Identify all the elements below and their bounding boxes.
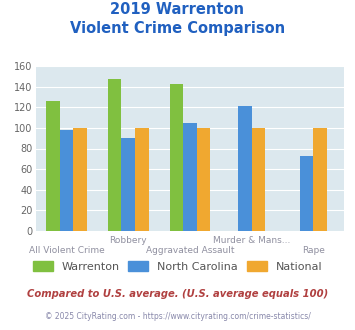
Text: © 2025 CityRating.com - https://www.cityrating.com/crime-statistics/: © 2025 CityRating.com - https://www.city…	[45, 312, 310, 321]
Text: All Violent Crime: All Violent Crime	[28, 246, 104, 255]
Bar	[170, 83, 183, 231]
Legend: Warrenton, North Carolina, National: Warrenton, North Carolina, National	[33, 261, 322, 272]
Bar	[46, 101, 60, 231]
Text: Compared to U.S. average. (U.S. average equals 100): Compared to U.S. average. (U.S. average …	[27, 289, 328, 299]
Bar	[121, 138, 135, 231]
Bar	[60, 130, 73, 231]
Bar	[313, 128, 327, 231]
Bar	[108, 80, 121, 231]
Text: Violent Crime Comparison: Violent Crime Comparison	[70, 21, 285, 36]
Bar	[135, 128, 148, 231]
Text: Aggravated Assault: Aggravated Assault	[146, 246, 234, 255]
Bar	[252, 128, 265, 231]
Bar	[183, 123, 197, 231]
Bar	[300, 156, 313, 231]
Text: Rape: Rape	[302, 246, 325, 255]
Bar	[238, 106, 252, 231]
Text: Robbery: Robbery	[109, 236, 147, 245]
Bar	[197, 128, 210, 231]
Text: 2019 Warrenton: 2019 Warrenton	[110, 2, 245, 16]
Bar	[73, 128, 87, 231]
Text: Murder & Mans...: Murder & Mans...	[213, 236, 290, 245]
